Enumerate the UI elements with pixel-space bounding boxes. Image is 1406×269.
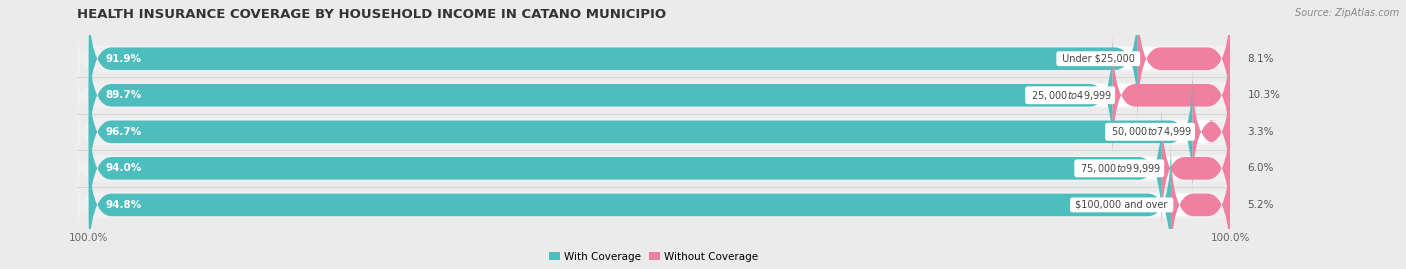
FancyBboxPatch shape	[89, 0, 1230, 121]
FancyBboxPatch shape	[1171, 143, 1230, 267]
Text: 94.8%: 94.8%	[105, 200, 142, 210]
Text: 91.9%: 91.9%	[105, 54, 142, 64]
Text: $75,000 to $99,999: $75,000 to $99,999	[1077, 162, 1161, 175]
FancyBboxPatch shape	[89, 70, 1230, 194]
Text: Under $25,000: Under $25,000	[1059, 54, 1137, 64]
Text: 89.7%: 89.7%	[105, 90, 142, 100]
FancyBboxPatch shape	[89, 143, 1171, 267]
FancyBboxPatch shape	[89, 0, 1137, 121]
Text: Source: ZipAtlas.com: Source: ZipAtlas.com	[1295, 8, 1399, 18]
FancyBboxPatch shape	[89, 70, 1192, 194]
Text: 5.2%: 5.2%	[1247, 200, 1274, 210]
Text: 8.1%: 8.1%	[1247, 54, 1274, 64]
FancyBboxPatch shape	[77, 90, 1241, 173]
Text: 6.0%: 6.0%	[1247, 163, 1274, 173]
FancyBboxPatch shape	[89, 34, 1230, 157]
Text: $50,000 to $74,999: $50,000 to $74,999	[1108, 125, 1192, 138]
FancyBboxPatch shape	[1192, 70, 1230, 194]
Text: 96.7%: 96.7%	[105, 127, 142, 137]
FancyBboxPatch shape	[89, 107, 1161, 230]
FancyBboxPatch shape	[1137, 0, 1230, 121]
Text: $25,000 to $49,999: $25,000 to $49,999	[1028, 89, 1112, 102]
FancyBboxPatch shape	[1161, 107, 1230, 230]
FancyBboxPatch shape	[77, 17, 1241, 100]
FancyBboxPatch shape	[77, 54, 1241, 137]
FancyBboxPatch shape	[89, 34, 1112, 157]
Text: HEALTH INSURANCE COVERAGE BY HOUSEHOLD INCOME IN CATANO MUNICIPIO: HEALTH INSURANCE COVERAGE BY HOUSEHOLD I…	[77, 8, 666, 21]
FancyBboxPatch shape	[77, 164, 1241, 246]
Text: 94.0%: 94.0%	[105, 163, 142, 173]
Legend: With Coverage, Without Coverage: With Coverage, Without Coverage	[546, 248, 762, 266]
FancyBboxPatch shape	[89, 107, 1230, 230]
Text: 10.3%: 10.3%	[1247, 90, 1281, 100]
Text: $100,000 and over: $100,000 and over	[1073, 200, 1171, 210]
FancyBboxPatch shape	[1112, 34, 1230, 157]
FancyBboxPatch shape	[89, 143, 1230, 267]
FancyBboxPatch shape	[77, 127, 1241, 210]
Text: 3.3%: 3.3%	[1247, 127, 1274, 137]
